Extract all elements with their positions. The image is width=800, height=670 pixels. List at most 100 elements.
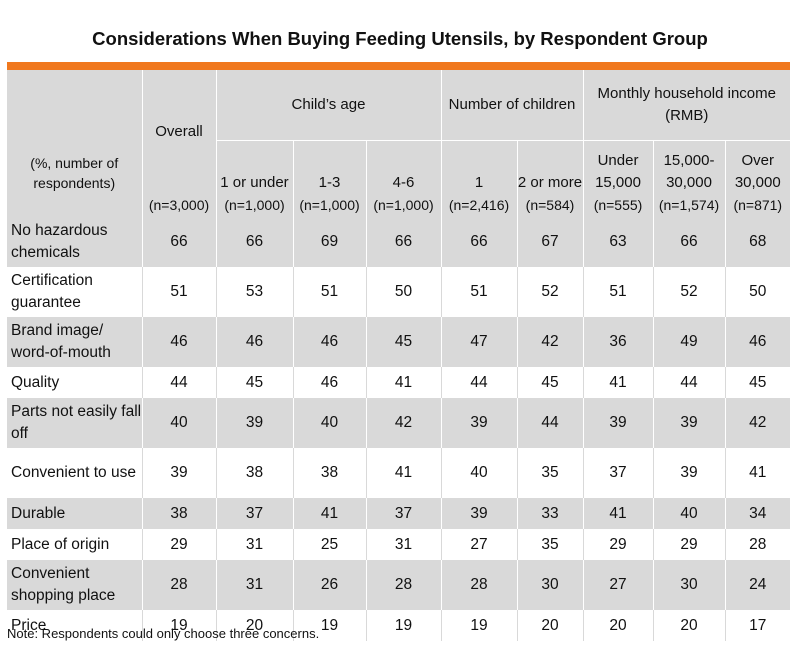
value-cell: 51 bbox=[292, 267, 366, 317]
value-cell: 47 bbox=[440, 317, 517, 367]
sample-size: (n=584) bbox=[516, 194, 584, 217]
value-cell: 24 bbox=[724, 560, 791, 610]
accent-bar bbox=[7, 62, 790, 70]
table-row: Place of origin 29 31 25 31 27 35 29 29 28 bbox=[7, 529, 791, 560]
sample-size: (n=555) bbox=[582, 194, 654, 217]
value-cell: 39 bbox=[582, 398, 654, 448]
value-cell: 52 bbox=[652, 267, 726, 317]
value-cell: 63 bbox=[582, 217, 654, 267]
sub-header: Over 30,000 bbox=[724, 140, 791, 194]
value-cell: 39 bbox=[652, 448, 726, 498]
value-cell: 42 bbox=[516, 317, 584, 367]
value-cell: 68 bbox=[724, 217, 791, 267]
chart-title: Considerations When Buying Feeding Utens… bbox=[92, 28, 708, 49]
sample-size: (n=3,000) bbox=[141, 194, 216, 217]
sub-header: 15,000-30,000 bbox=[652, 140, 726, 194]
row-label-header: (%, number of respondents) bbox=[7, 70, 142, 194]
value-cell: 29 bbox=[141, 529, 216, 560]
value-cell: 53 bbox=[215, 267, 293, 317]
value-cell: 38 bbox=[292, 448, 366, 498]
sub-header: 1 or under bbox=[215, 140, 293, 194]
value-cell: 40 bbox=[652, 498, 726, 529]
row-label: Brand image/ word-of-mouth bbox=[7, 317, 142, 367]
value-cell: 66 bbox=[141, 217, 216, 267]
value-cell: 46 bbox=[292, 367, 366, 398]
value-cell: 20 bbox=[516, 610, 584, 641]
value-cell: 41 bbox=[724, 448, 791, 498]
value-cell: 36 bbox=[582, 317, 654, 367]
sub-header: 1 bbox=[440, 140, 517, 194]
value-cell: 37 bbox=[215, 498, 293, 529]
value-cell: 41 bbox=[365, 367, 441, 398]
value-cell: 28 bbox=[365, 560, 441, 610]
value-cell: 41 bbox=[292, 498, 366, 529]
value-cell: 39 bbox=[440, 498, 517, 529]
value-cell: 67 bbox=[516, 217, 584, 267]
value-cell: 66 bbox=[215, 217, 293, 267]
value-cell: 26 bbox=[292, 560, 366, 610]
num-children-header: Number of children bbox=[440, 70, 584, 141]
value-cell: 37 bbox=[365, 498, 441, 529]
value-cell: 50 bbox=[724, 267, 791, 317]
value-cell: 46 bbox=[724, 317, 791, 367]
value-cell: 27 bbox=[582, 560, 654, 610]
value-cell: 30 bbox=[516, 560, 584, 610]
value-cell: 33 bbox=[516, 498, 584, 529]
value-cell: 50 bbox=[365, 267, 441, 317]
sample-size: (n=1,000) bbox=[215, 194, 293, 217]
row-label: Certification guarantee bbox=[11, 272, 93, 311]
value-cell: 17 bbox=[724, 610, 791, 641]
value-cell: 46 bbox=[141, 317, 216, 367]
footnote: Note: Respondents could only choose thre… bbox=[7, 626, 320, 641]
value-cell: 28 bbox=[724, 529, 791, 560]
value-cell: 51 bbox=[582, 267, 654, 317]
income-header: Monthly household income (RMB) bbox=[582, 70, 791, 141]
table-row: Price 19 20 19 19 19 20 20 20 17 bbox=[7, 610, 791, 641]
table-row: Certification guarantee 51 53 51 50 51 52 51 52 5… bbox=[7, 267, 791, 317]
table-row: Brand image/ word-of-mouth 46 46 46 45 47 42 36… bbox=[7, 317, 791, 367]
sample-size: (n=1,574) bbox=[652, 194, 726, 217]
value-cell: 19 bbox=[365, 610, 441, 641]
value-cell: 28 bbox=[440, 560, 517, 610]
row-label: Durable bbox=[7, 498, 142, 529]
value-cell: 45 bbox=[215, 367, 293, 398]
table-row: Parts not easily fall off 40 39 40 42 39 44 39 3… bbox=[7, 398, 791, 448]
row-label: Parts not easily fall off bbox=[7, 398, 142, 448]
overall-header: Overall bbox=[141, 70, 216, 194]
row-label-spacer bbox=[7, 194, 142, 217]
value-cell: 44 bbox=[516, 398, 584, 448]
value-cell: 45 bbox=[724, 367, 791, 398]
row-label: Place of origin bbox=[11, 535, 110, 553]
table-row: No hazardous chemicals 66 66 69 66 66 67 63 66 68 bbox=[7, 217, 791, 267]
row-label: Convenient to use bbox=[11, 464, 136, 481]
value-cell: 19 bbox=[292, 610, 366, 641]
value-cell: 69 bbox=[292, 217, 366, 267]
value-cell: 30 bbox=[652, 560, 726, 610]
row-label: Convenient shopping place bbox=[7, 560, 142, 610]
sample-size: (n=2,416) bbox=[440, 194, 517, 217]
value-cell: 37 bbox=[582, 448, 654, 498]
value-cell: 40 bbox=[292, 398, 366, 448]
value-cell: 31 bbox=[215, 560, 293, 610]
value-cell: 19 bbox=[440, 610, 517, 641]
sub-header: Under 15,000 bbox=[582, 140, 654, 194]
value-cell: 51 bbox=[440, 267, 517, 317]
value-cell: 39 bbox=[652, 398, 726, 448]
value-cell: 25 bbox=[292, 529, 366, 560]
value-cell: 19 bbox=[141, 610, 216, 641]
value-cell: 40 bbox=[440, 448, 517, 498]
value-cell: 35 bbox=[516, 448, 584, 498]
row-label: No hazardous chemicals bbox=[7, 217, 142, 267]
value-cell: 39 bbox=[215, 398, 293, 448]
value-cell: 27 bbox=[440, 529, 517, 560]
sub-header: 2 or more bbox=[516, 140, 584, 194]
value-cell: 46 bbox=[292, 317, 366, 367]
value-cell: 46 bbox=[215, 317, 293, 367]
value-cell: 41 bbox=[582, 498, 654, 529]
value-cell: 31 bbox=[365, 529, 441, 560]
value-cell: 41 bbox=[582, 367, 654, 398]
value-cell: 34 bbox=[724, 498, 791, 529]
value-cell: 29 bbox=[652, 529, 726, 560]
value-cell: 66 bbox=[365, 217, 441, 267]
table-body: No hazardous chemicals 66 66 69 66 66 67 63 66 68… bbox=[7, 217, 791, 641]
